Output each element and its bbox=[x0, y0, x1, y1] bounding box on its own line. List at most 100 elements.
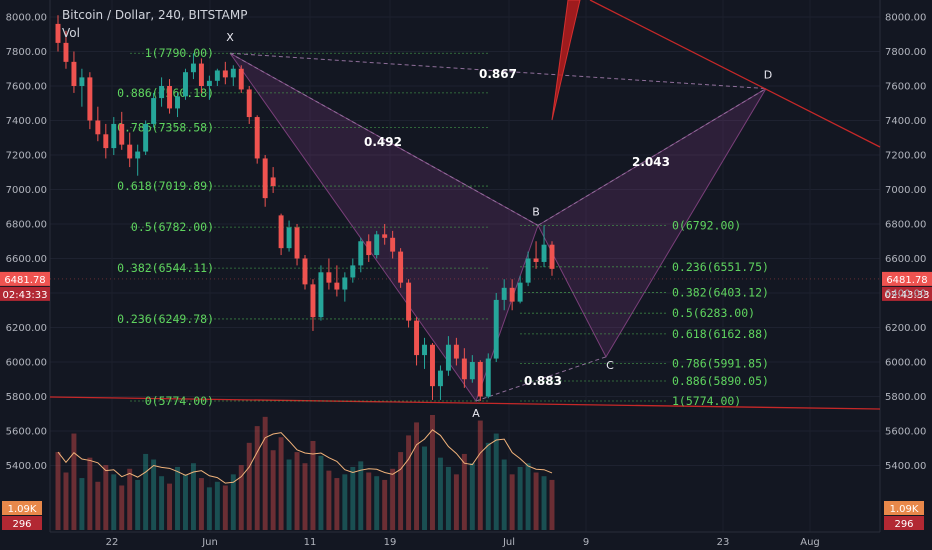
volume-bar bbox=[151, 459, 157, 530]
price-tick-label-right: 6200.00 bbox=[885, 323, 926, 334]
price-axis-right[interactable]: 8000.00 7800.00 7600.00 7400.00 7200.00 7000.… bbox=[2, 13, 926, 531]
candle-down bbox=[414, 320, 420, 356]
volume-bar bbox=[422, 446, 427, 530]
volume-bar bbox=[198, 478, 204, 530]
fib-level-label: 0.382(6403.12) bbox=[672, 285, 769, 299]
time-tick-label: 9 bbox=[583, 537, 589, 548]
time-tick-label: 11 bbox=[304, 537, 317, 548]
candle-up bbox=[175, 96, 180, 109]
candle-down bbox=[254, 117, 260, 159]
candle-down bbox=[71, 61, 77, 86]
price-tick-label-left: 5600.00 bbox=[6, 427, 47, 438]
candle-down bbox=[453, 344, 459, 359]
volume-bar bbox=[238, 465, 244, 530]
pattern-diagonal-bd bbox=[537, 88, 767, 226]
price-tick-label-right: 6400.00 bbox=[885, 289, 926, 300]
volume-bar bbox=[167, 483, 173, 530]
candle-up bbox=[206, 80, 212, 86]
volume-bar bbox=[374, 476, 380, 530]
candle-up bbox=[230, 68, 236, 78]
volume-bar bbox=[183, 474, 188, 530]
pattern-diagonal-xb bbox=[229, 52, 539, 226]
price-tick-label-right: 5600.00 bbox=[885, 427, 926, 438]
candle-up bbox=[525, 258, 531, 283]
volume-bar bbox=[222, 485, 228, 530]
price-tick-label-right: 7000.00 bbox=[885, 185, 926, 196]
fib-level-label: 1(7790.00) bbox=[145, 46, 214, 60]
fib-level-label: 0.618(6162.88) bbox=[672, 327, 769, 341]
pattern-ratio-label: 0.492 bbox=[364, 135, 402, 149]
volume-pane bbox=[55, 415, 555, 530]
volume-bar bbox=[430, 415, 435, 530]
fib-level-label: 1(5774.00) bbox=[672, 394, 741, 408]
volume-moving-average bbox=[57, 429, 553, 484]
volume-bar bbox=[119, 485, 125, 530]
pattern-ratio-label: 0.867 bbox=[479, 67, 517, 81]
volume-bar bbox=[334, 478, 340, 530]
volume-bar bbox=[246, 442, 252, 530]
volume-bar bbox=[501, 459, 507, 530]
volume-bar bbox=[190, 463, 196, 530]
candle-down bbox=[262, 158, 268, 199]
volume-bar bbox=[366, 472, 372, 530]
candle-up bbox=[374, 234, 380, 256]
candle-up bbox=[485, 358, 491, 397]
candle-up bbox=[350, 265, 356, 278]
candle-down bbox=[87, 77, 93, 121]
volume-bar bbox=[326, 470, 332, 530]
volume-bar bbox=[350, 466, 356, 530]
volume-ma-value-left: 296 bbox=[12, 519, 31, 530]
volume-value-right: 1.09K bbox=[890, 504, 919, 515]
candle-down bbox=[238, 68, 244, 90]
volume-bar bbox=[541, 476, 547, 530]
countdown-value-left: 02:43:33 bbox=[3, 290, 48, 301]
candle-down bbox=[222, 70, 228, 78]
candle-up bbox=[151, 98, 157, 124]
volume-bar bbox=[453, 474, 459, 530]
volume-indicator-label[interactable]: Vol bbox=[62, 26, 80, 40]
volume-bar bbox=[254, 426, 260, 530]
fib-level-label: 0.786(7358.58) bbox=[117, 121, 214, 135]
fib-level-label: 0.5(6283.00) bbox=[672, 306, 755, 320]
price-tick-label-right: 6000.00 bbox=[885, 358, 926, 369]
candle-down bbox=[63, 42, 69, 62]
symbol-title[interactable]: Bitcoin / Dollar, 240, BITSTAMP bbox=[62, 8, 248, 22]
price-tick-label-left: 8000.00 bbox=[6, 13, 47, 24]
trend-lines[interactable] bbox=[49, 0, 881, 410]
volume-bar bbox=[445, 466, 451, 530]
fib-level-label: 0.382(6544.11) bbox=[117, 261, 214, 275]
candle-up bbox=[214, 70, 220, 81]
pattern-point-a: A bbox=[472, 407, 480, 420]
pattern-ratio-label: 0.883 bbox=[524, 374, 562, 388]
volume-bar bbox=[493, 433, 499, 530]
candle-up bbox=[358, 241, 364, 266]
price-tick-label-left: 7400.00 bbox=[6, 116, 47, 127]
candle-down bbox=[103, 134, 109, 149]
volume-bar bbox=[135, 479, 141, 530]
volume-bar bbox=[469, 463, 475, 530]
volume-bar bbox=[461, 453, 467, 530]
current-price-tag-left bbox=[0, 271, 50, 286]
volume-bar bbox=[477, 420, 483, 530]
time-axis[interactable]: 22 Jun 11 19 Jul 9 23 Aug bbox=[106, 537, 820, 548]
price-tick-label-right: 6800.00 bbox=[885, 220, 926, 231]
price-axis-left[interactable]: 8000.00 7800.00 7600.00 7400.00 7200.00 7000.… bbox=[0, 13, 932, 473]
pattern-ratio-label: 2.043 bbox=[632, 155, 670, 169]
volume-value-tag-right bbox=[884, 501, 924, 515]
candle-up bbox=[143, 123, 149, 152]
fib-level-label: 0.786(5991.85) bbox=[672, 356, 769, 370]
volume-bar bbox=[206, 487, 212, 530]
pattern-point-d: D bbox=[764, 69, 772, 82]
pattern-triangle-bcd bbox=[537, 88, 767, 358]
candle-down bbox=[326, 272, 332, 283]
candle-up bbox=[469, 362, 475, 380]
countdown-tag-left bbox=[0, 286, 50, 301]
volume-value-tag-left bbox=[2, 501, 42, 515]
candle-down bbox=[366, 241, 372, 256]
volume-bar bbox=[509, 474, 515, 530]
volume-bar bbox=[71, 433, 77, 530]
candle-down bbox=[198, 63, 204, 86]
current-price-value-left: 6481.78 bbox=[4, 275, 45, 286]
candle-up bbox=[517, 282, 523, 302]
